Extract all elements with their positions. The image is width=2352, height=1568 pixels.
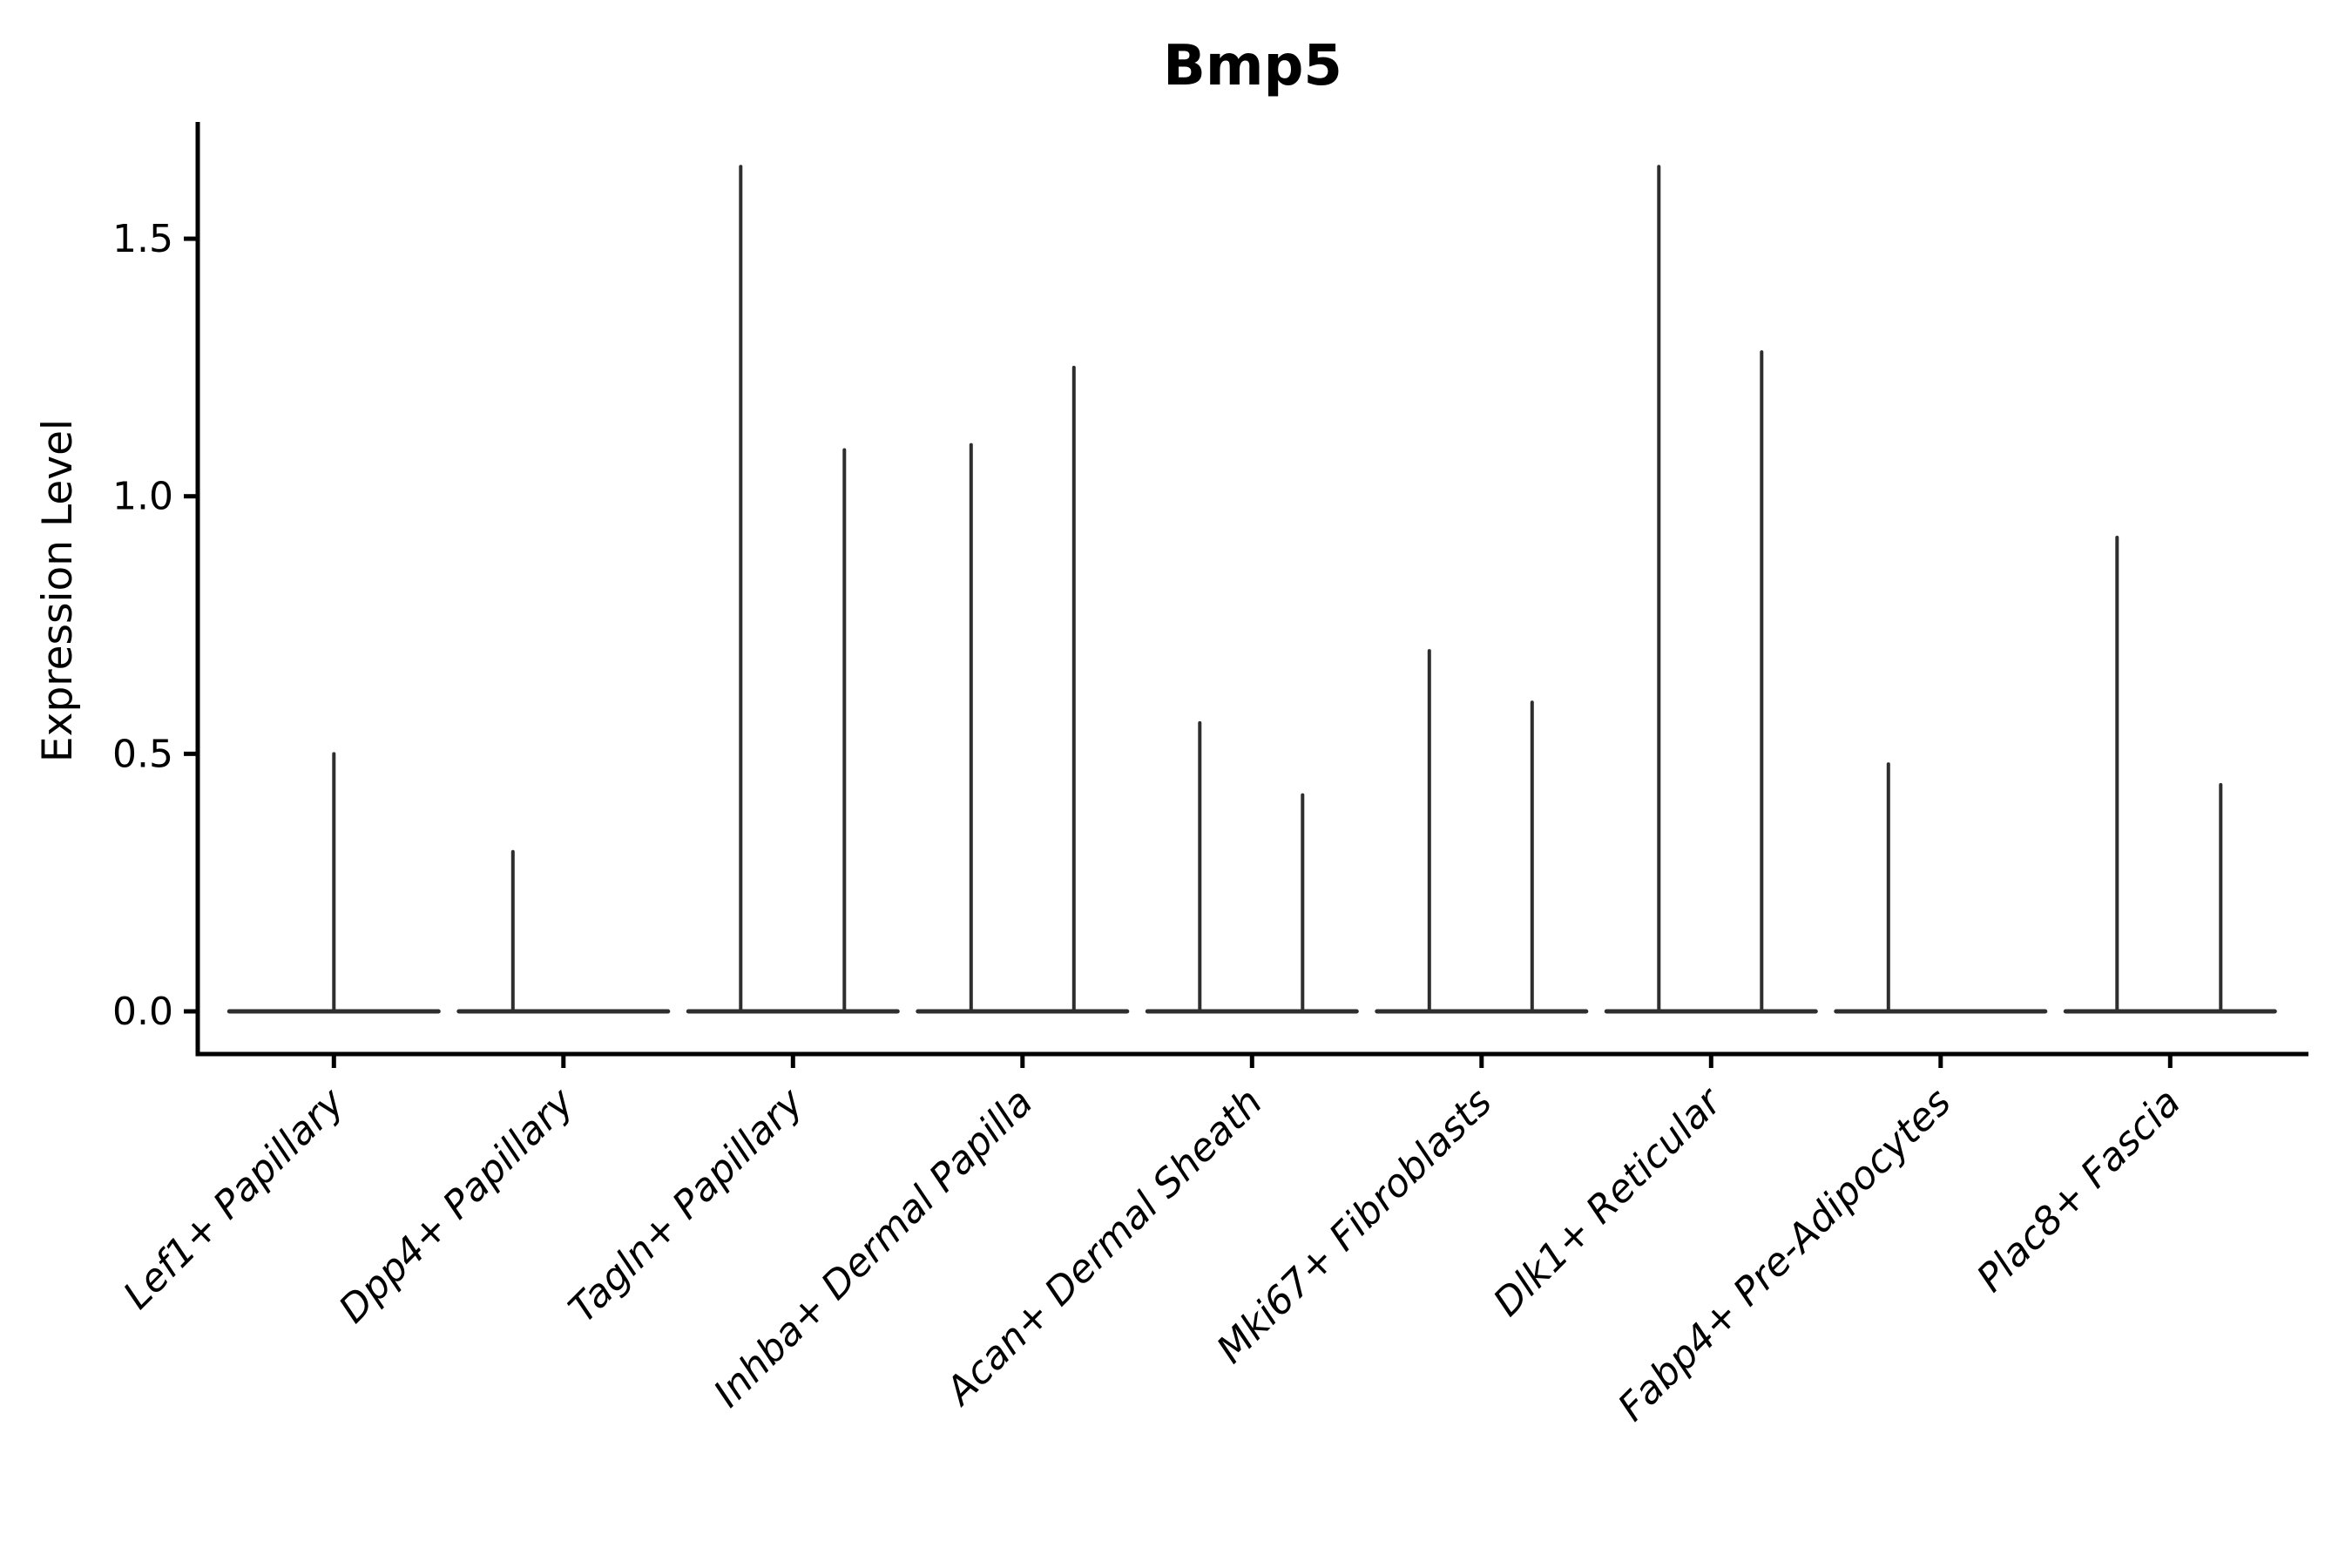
y-tick-label: 1.5 [112, 217, 173, 261]
y-tick-label: 0.0 [112, 990, 173, 1034]
y-tick-label: 0.5 [112, 732, 173, 776]
axis-spines [195, 122, 2308, 1057]
y-tick-label: 1.0 [112, 475, 173, 519]
y-axis-label: Expression Level [34, 419, 82, 762]
chart-title: Bmp5 [1163, 34, 1342, 98]
